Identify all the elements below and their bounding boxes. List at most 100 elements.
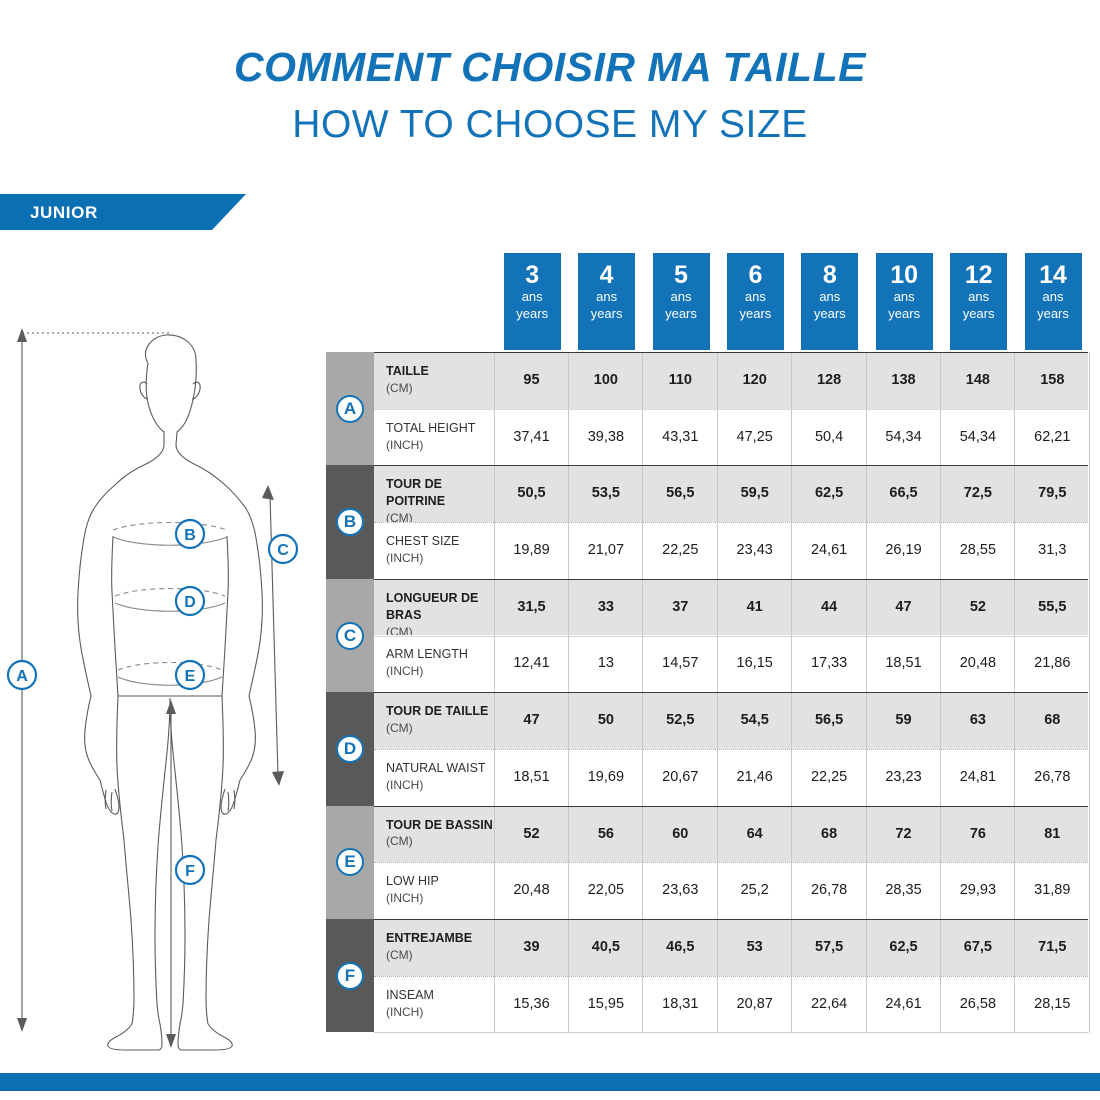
row-label-unit: (INCH) [386, 777, 424, 792]
size-header-14[interactable]: 14 ans years [1024, 253, 1082, 350]
row-separator [374, 635, 1088, 637]
table-cell: 53 [718, 919, 793, 976]
table-row: ENTREJAMBE (CM) 39 40,5 46,5 53 57,5 62,5 67,5 71… [374, 919, 1090, 976]
size-header-unit-fr: ans [744, 289, 766, 305]
table-row: TOUR DE BASSIN (CM) 52 56 60 64 68 72 76 81 [374, 805, 1090, 863]
table-cell: 18,51 [867, 635, 941, 693]
body-outline-svg: A B C D E F [6, 328, 299, 1051]
row-label-cell: ENTREJAMBE (CM) [374, 919, 495, 976]
table-cell: 56,5 [644, 465, 718, 523]
size-header-10[interactable]: 10 ans years [875, 253, 933, 350]
row-label-text: NATURAL WAIST [386, 760, 486, 775]
table-cell: 18,51 [495, 748, 569, 806]
measure-line-e [117, 662, 223, 686]
table-cell: 24,61 [793, 522, 867, 580]
table-cell: 128 [793, 352, 867, 409]
table-cell: 21,86 [1016, 635, 1090, 693]
row-label-unit: (CM) [386, 624, 413, 639]
table-cell: 47 [867, 578, 941, 636]
row-label-cell: TOUR DE POITRINE (CM) [374, 465, 495, 525]
table-cell: 21,07 [569, 522, 644, 580]
table-cell: 46,5 [644, 919, 718, 976]
table-cell: 55,5 [1016, 578, 1090, 636]
table-cell: 95 [495, 352, 569, 409]
size-header-12[interactable]: 12 ans years [950, 253, 1008, 350]
table-cell: 68 [1016, 692, 1090, 750]
group-letter-badge-e: E [336, 848, 364, 877]
row-label-cell: TOTAL HEIGHT (INCH) [374, 408, 495, 466]
size-header-unit-fr: ans [670, 289, 692, 305]
table-cell: 158 [1016, 352, 1090, 409]
table-row: CHEST SIZE (INCH) 19,89 21,07 22,25 23,43 24,6… [374, 522, 1090, 580]
table-cell: 59,5 [718, 465, 793, 523]
row-label-unit: (CM) [386, 511, 413, 526]
size-header-8[interactable]: 8 ans years [801, 253, 859, 350]
table-cell: 72,5 [941, 465, 1016, 523]
table-cell: 41 [718, 578, 793, 636]
table-row: TOTAL HEIGHT (INCH) 37,41 39,38 43,31 47,25 50… [374, 408, 1090, 466]
size-header-unit-fr: ans [968, 289, 990, 305]
size-header-5[interactable]: 5 ans years [652, 253, 710, 350]
size-header-6[interactable]: 6 ans years [726, 253, 784, 350]
table-cell: 52 [941, 578, 1016, 636]
table-cell: 15,95 [569, 975, 644, 1033]
group-separator [374, 692, 1088, 694]
row-label-cell: INSEAM (INCH) [374, 975, 495, 1033]
row-label-text: INSEAM [386, 987, 434, 1002]
size-header-number: 10 [890, 261, 919, 289]
row-label-cell: TAILLE (CM) [374, 352, 495, 409]
table-cell: 14,57 [644, 635, 718, 693]
table-cell: 72 [867, 805, 941, 863]
row-label-cell: LOW HIP (INCH) [374, 862, 495, 920]
measurement-group-e: TOUR DE BASSIN (CM) 52 56 60 64 68 72 76 81 LOW HI… [374, 805, 1090, 920]
table-cell: 19,89 [495, 522, 569, 580]
table-cell: 56 [569, 805, 644, 863]
table-cell: 28,15 [1016, 975, 1090, 1033]
size-header-unit-fr: ans [1042, 289, 1064, 305]
table-cell: 148 [941, 352, 1016, 409]
measurement-group-b: TOUR DE POITRINE (CM) 50,5 53,5 56,5 59,5 62,5… [374, 465, 1090, 580]
figure-marker-d [174, 585, 206, 617]
table-cell: 19,69 [569, 748, 644, 806]
group-separator [374, 919, 1088, 920]
table-cell: 43,31 [644, 408, 718, 466]
table-cell: 47 [495, 692, 569, 750]
row-label-text: LONGUEUR DE BRAS [386, 590, 479, 622]
table-cell: 50,4 [793, 408, 867, 466]
size-header-number: 6 [748, 261, 763, 289]
table-cell: 110 [644, 352, 718, 409]
size-header-number: 14 [1039, 261, 1067, 289]
table-cell: 50 [569, 692, 644, 750]
table-cell: 23,63 [644, 862, 718, 920]
table-cell: 120 [718, 352, 793, 409]
size-header-number: 12 [964, 261, 993, 289]
table-cell: 39,38 [569, 408, 644, 466]
table-cell: 52,5 [644, 692, 718, 750]
row-label-cell: NATURAL WAIST (INCH) [374, 748, 495, 806]
row-label-unit: (INCH) [386, 664, 424, 679]
row-label-text: TAILLE [386, 364, 429, 378]
row-label-unit: (INCH) [386, 1004, 424, 1019]
size-header-3[interactable]: 3 ans years [503, 253, 561, 350]
table-cell: 33 [569, 578, 644, 636]
table-cell: 23,43 [718, 522, 793, 580]
table-row: ARM LENGTH (INCH) 12,41 13 14,57 16,15 17,33 18… [374, 635, 1090, 693]
row-separator [374, 862, 1088, 864]
size-header-number: 3 [525, 261, 540, 289]
group-letter-badge-f: F [336, 961, 364, 990]
size-header-unit-en: years [888, 306, 921, 322]
row-label-text: TOUR DE BASSIN [386, 817, 493, 832]
size-header-4[interactable]: 4 ans years [578, 253, 636, 350]
row-label-text: LOW HIP [386, 874, 439, 889]
table-cell: 28,55 [941, 522, 1016, 580]
table-cell: 68 [793, 805, 867, 863]
row-separator [374, 522, 1088, 524]
table-cell: 15,36 [495, 975, 569, 1033]
row-label-cell: ARM LENGTH (INCH) [374, 635, 495, 693]
size-header-number: 8 [822, 261, 837, 289]
figure-marker-d-label: D [184, 594, 196, 611]
table-cell: 63 [941, 692, 1016, 750]
table-cell: 60 [644, 805, 718, 863]
size-chart-table: TAILLE (CM) 95 100 110 120 128 138 148 158 TOTAL H… [326, 352, 1090, 1034]
